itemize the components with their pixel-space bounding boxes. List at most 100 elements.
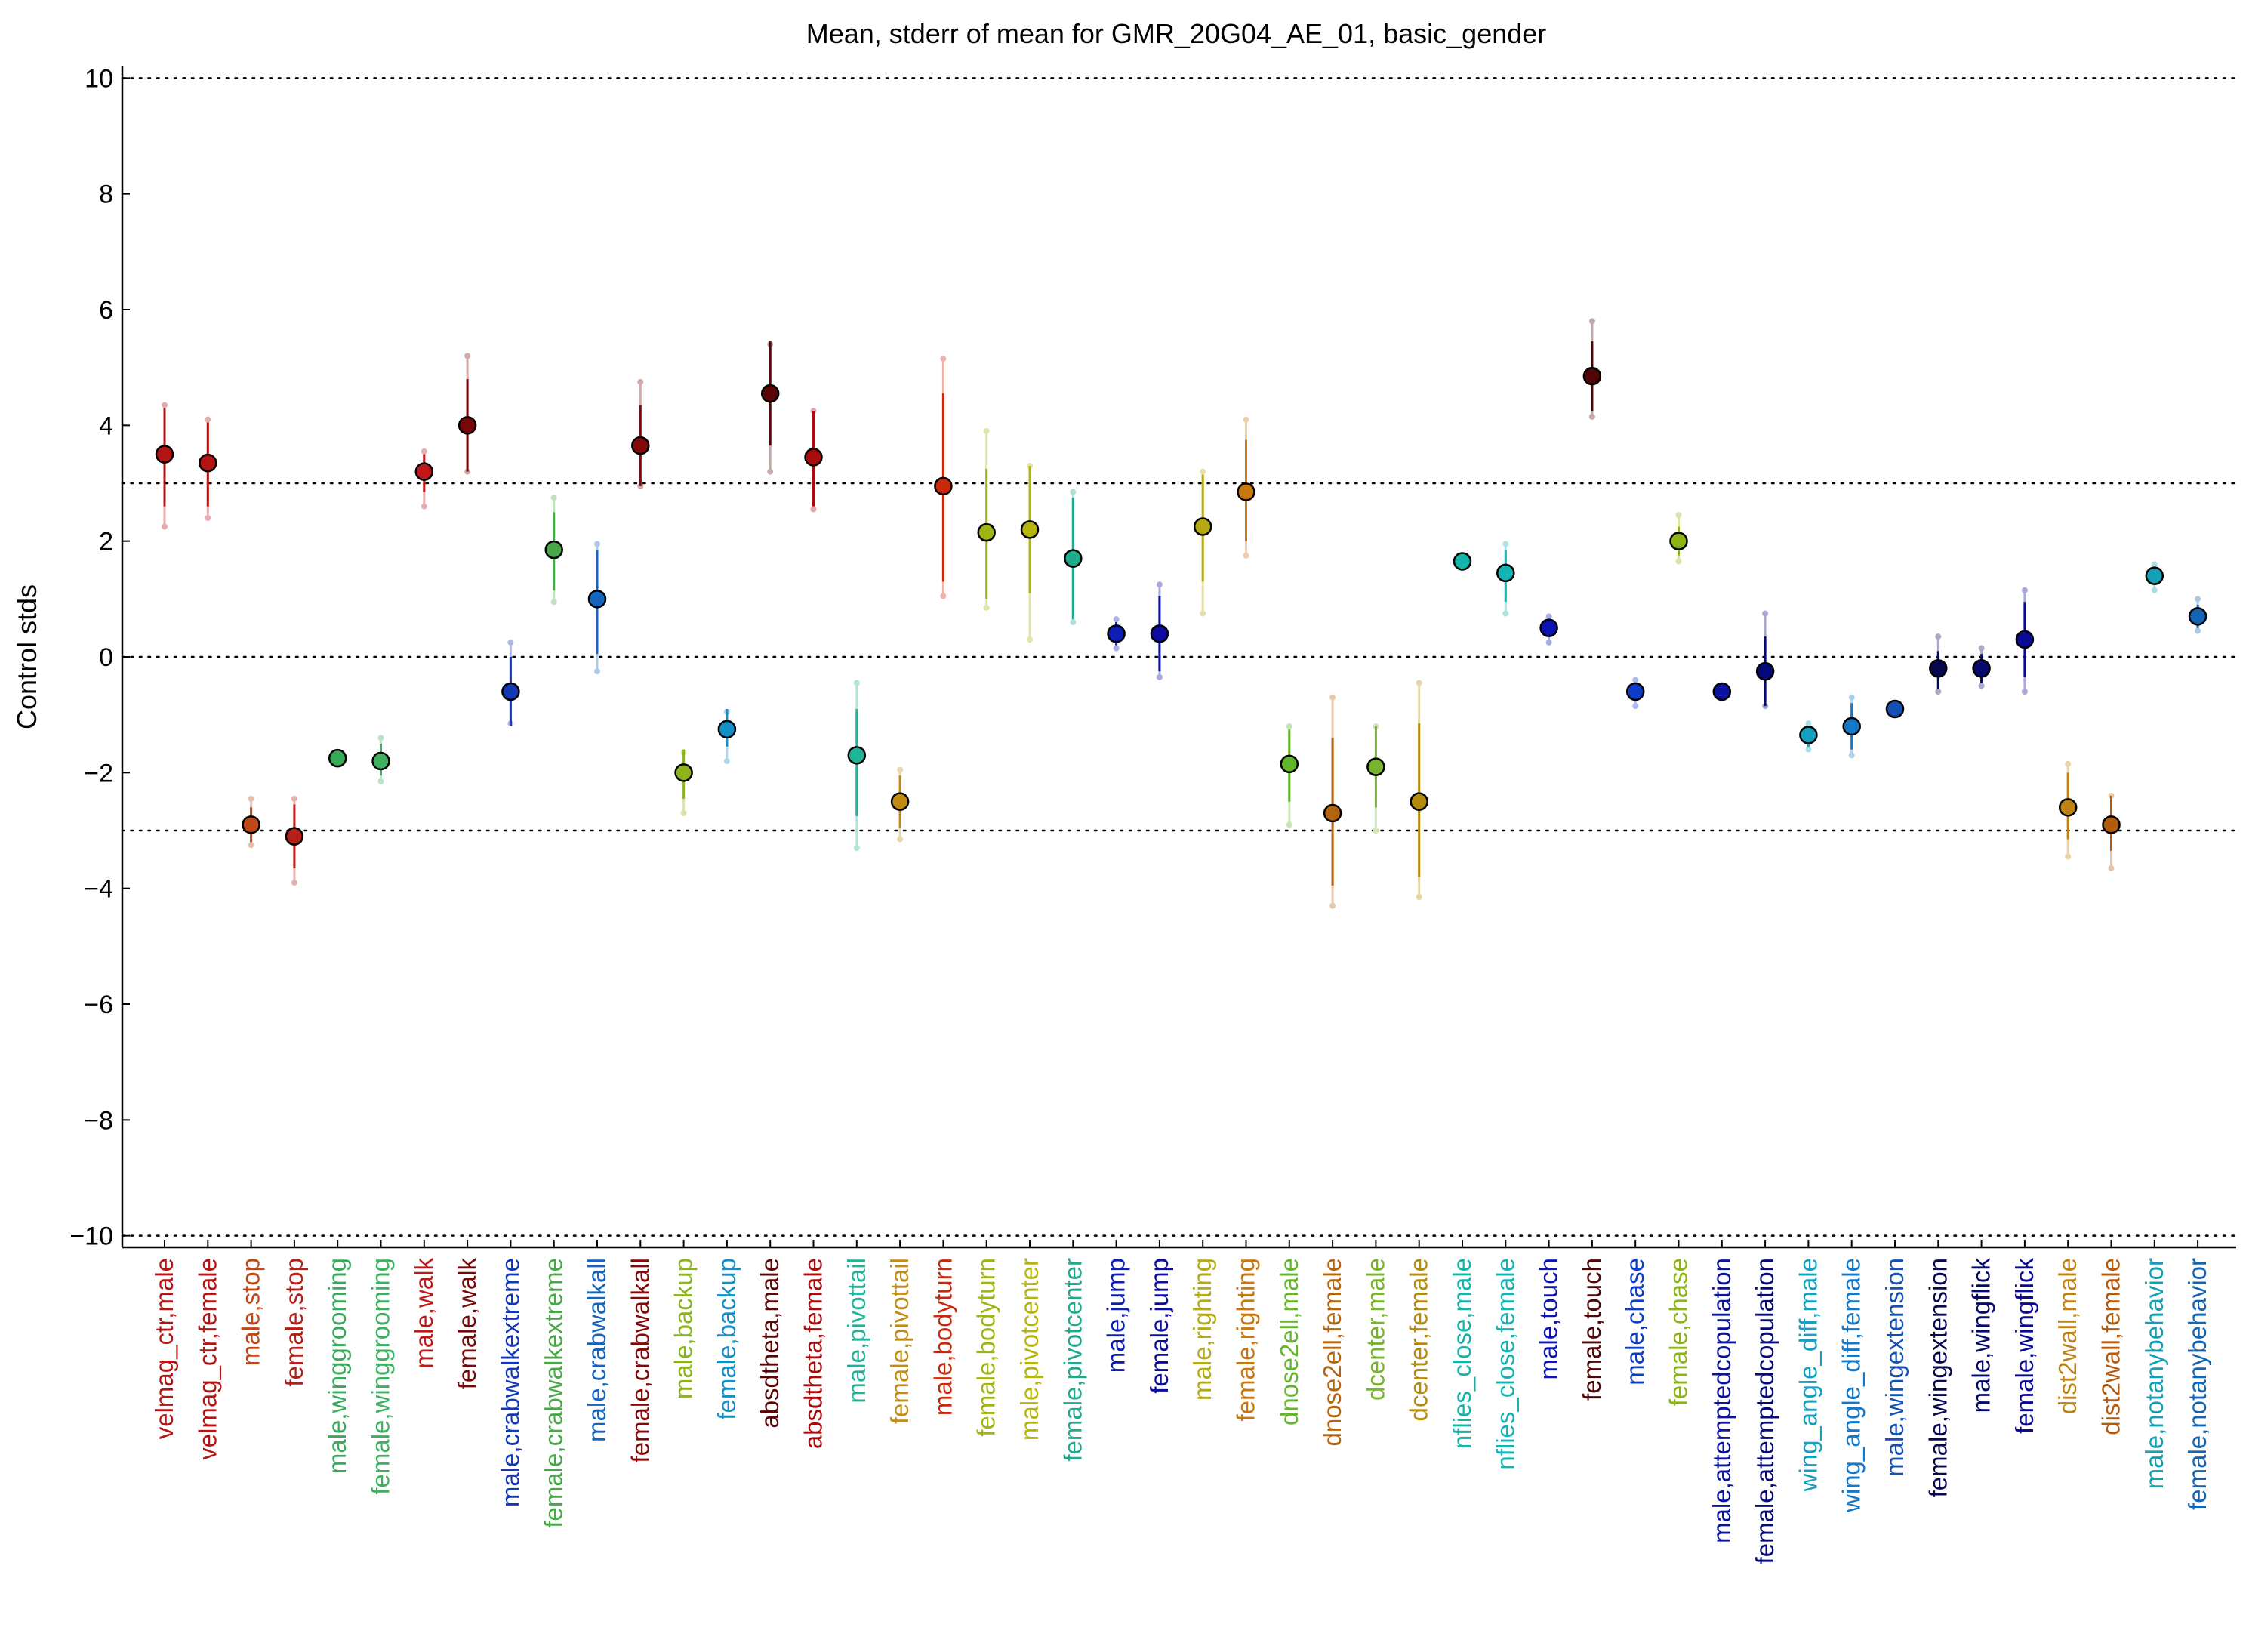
mean-marker — [1625, 682, 1645, 701]
error-cap-top — [1243, 416, 1249, 423]
mean-marker — [242, 815, 260, 834]
error-cap-bottom — [853, 845, 860, 851]
x-tick-label: female,crabwalkextreme — [540, 1258, 568, 1528]
error-cap-top — [2151, 561, 2158, 568]
x-tick-label: male,righting — [1188, 1258, 1216, 1401]
y-tick-label: 8 — [99, 180, 113, 209]
error-cap-top — [2195, 596, 2201, 603]
mean-marker — [890, 792, 910, 811]
x-tick-label: absdtheta,male — [756, 1258, 784, 1429]
y-tick-label: 10 — [85, 64, 113, 93]
x-tick-label: nflies_close,male — [1448, 1258, 1476, 1449]
x-tick-label: female,righting — [1232, 1258, 1260, 1421]
error-cap-top — [897, 766, 904, 773]
error-cap-top — [291, 795, 297, 802]
x-tick-label: male,pivottail — [843, 1258, 870, 1404]
mean-marker — [2145, 566, 2164, 585]
mean-marker — [1193, 517, 1212, 536]
x-tick-label: dist2wall,female — [2097, 1258, 2125, 1435]
error-cap-bottom — [1373, 828, 1379, 834]
error-cap-top — [1200, 468, 1206, 475]
mean-marker — [1064, 549, 1083, 568]
error-cap-bottom — [1935, 689, 1942, 695]
error-cap-bottom — [1027, 636, 1033, 643]
mean-marker — [1842, 717, 1861, 736]
mean-marker — [328, 748, 347, 768]
error-cap-top — [2065, 760, 2072, 767]
x-tick-label: male,jump — [1102, 1258, 1130, 1373]
x-tick-label: male,crabwalkall — [583, 1258, 611, 1442]
mean-marker — [847, 746, 867, 765]
x-tick-label: female,notanybehavior — [2183, 1258, 2211, 1510]
y-tick-label: −10 — [69, 1222, 113, 1251]
mean-marker — [1799, 726, 1818, 744]
mean-marker — [199, 453, 217, 473]
mean-marker — [977, 522, 996, 542]
mean-marker — [1237, 482, 1255, 501]
error-cap-top — [1113, 616, 1120, 623]
y-tick-label: −2 — [84, 759, 113, 787]
y-tick-label: 6 — [99, 296, 113, 325]
error-cap-bottom — [1848, 752, 1855, 759]
y-axis-label: Control stds — [11, 584, 42, 729]
y-tick-label: 0 — [99, 643, 113, 672]
error-cap-bottom — [421, 503, 427, 510]
mean-marker — [285, 827, 304, 846]
x-tick-label: absdtheta,female — [800, 1258, 827, 1449]
x-tick-label: female,attemptedcopulation — [1751, 1258, 1779, 1564]
x-tick-label: velmag_ctr,male — [150, 1258, 178, 1439]
x-tick-label: wing_angle_diff,male — [1794, 1258, 1822, 1492]
mean-marker — [544, 540, 563, 559]
x-tick-label: female,pivotcenter — [1058, 1258, 1086, 1462]
x-tick-label: male,bodyturn — [929, 1258, 957, 1416]
x-tick-label: male,notanybehavior — [2140, 1258, 2168, 1489]
error-cap-bottom — [1070, 619, 1077, 625]
mean-marker — [458, 416, 477, 435]
mean-marker — [2015, 630, 2035, 649]
x-tick-label: female,winggrooming — [367, 1258, 395, 1495]
error-cap-bottom — [594, 668, 600, 675]
error-cap-bottom — [1502, 610, 1509, 617]
error-cap-bottom — [377, 778, 384, 784]
x-tick-label: male,touch — [1535, 1258, 1563, 1379]
error-cap-bottom — [1329, 902, 1336, 909]
error-cap-bottom — [723, 758, 730, 764]
error-cap-bottom — [897, 836, 904, 843]
error-cap-top — [594, 541, 600, 547]
y-tick-label: −8 — [84, 1106, 113, 1135]
mean-marker — [804, 448, 823, 467]
x-tick-label: male,wingflick — [1967, 1258, 1995, 1413]
error-cap-bottom — [767, 468, 774, 475]
mean-marker — [1020, 520, 1040, 539]
mean-marker — [1496, 563, 1515, 583]
error-cap-bottom — [1588, 413, 1595, 420]
x-tick-label: wing_angle_diff,female — [1838, 1258, 1866, 1513]
error-cap-bottom — [2195, 627, 2201, 634]
error-cap-bottom — [291, 880, 297, 886]
error-cap-top — [550, 495, 557, 501]
x-tick-label: dnose2ell,male — [1275, 1258, 1303, 1425]
x-tick-label: male,wingextension — [1881, 1258, 1909, 1477]
error-cap-bottom — [1675, 558, 1682, 565]
mean-marker — [1582, 366, 1602, 386]
error-cap-bottom — [680, 810, 687, 816]
error-cap-top — [1545, 613, 1552, 620]
error-cap-top — [1588, 318, 1595, 325]
x-tick-label: male,backup — [670, 1258, 698, 1399]
mean-marker — [414, 462, 434, 481]
error-cap-top — [1978, 645, 1985, 652]
error-cap-bottom — [1243, 552, 1249, 559]
error-cap-bottom — [1286, 821, 1292, 828]
error-cap-bottom — [2151, 587, 2158, 593]
y-tick-label: 2 — [99, 528, 113, 556]
error-cap-top — [248, 795, 254, 802]
error-cap-top — [507, 639, 514, 646]
error-cap-bottom — [2108, 865, 2115, 871]
mean-marker — [2102, 815, 2121, 834]
x-tick-label: male,chase — [1621, 1258, 1649, 1385]
y-tick-label: 4 — [99, 411, 113, 440]
x-tick-label: male,winggrooming — [323, 1258, 351, 1474]
x-ticks — [164, 1240, 2199, 1247]
x-tick-label: female,jump — [1145, 1258, 1173, 1394]
